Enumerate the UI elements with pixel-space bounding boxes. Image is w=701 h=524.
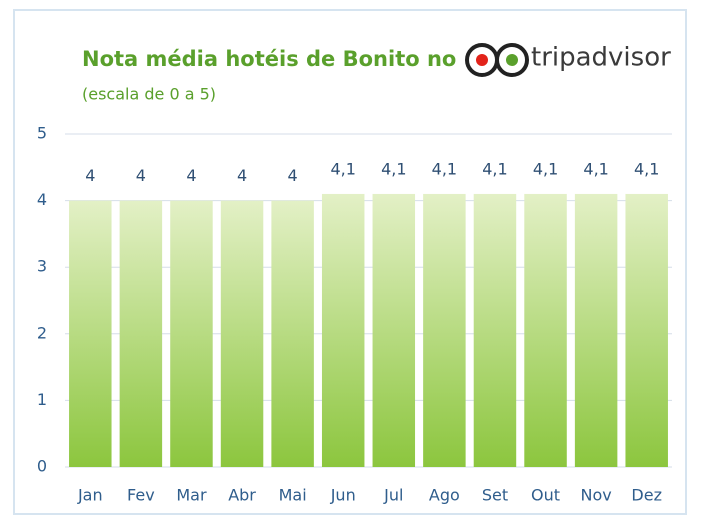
x-tick-label: Mai bbox=[279, 486, 307, 505]
x-tick-label: Jul bbox=[383, 486, 403, 505]
x-tick-label: Abr bbox=[228, 486, 256, 505]
bar bbox=[321, 193, 365, 467]
x-tick-label: Mar bbox=[176, 486, 207, 505]
value-label: 4 bbox=[85, 166, 95, 185]
value-label: 4 bbox=[136, 166, 146, 185]
chart-subtitle: (escala de 0 a 5) bbox=[82, 85, 216, 104]
bar bbox=[69, 200, 112, 467]
x-tick-label: Nov bbox=[581, 486, 612, 505]
bar bbox=[423, 193, 466, 467]
bar bbox=[220, 200, 264, 467]
value-label: 4 bbox=[288, 166, 298, 185]
value-label: 4,1 bbox=[583, 159, 608, 178]
bar bbox=[574, 193, 618, 467]
value-label: 4,1 bbox=[432, 159, 457, 178]
bar bbox=[625, 193, 668, 467]
y-tick-label: 5 bbox=[37, 124, 47, 143]
y-tick-label: 1 bbox=[37, 390, 47, 409]
value-label: 4,1 bbox=[533, 159, 558, 178]
value-label: 4 bbox=[186, 166, 196, 185]
x-tick-label: Jan bbox=[77, 486, 103, 505]
x-tick-label: Out bbox=[531, 486, 560, 505]
x-tick-label: Jun bbox=[330, 486, 356, 505]
y-tick-label: 2 bbox=[37, 323, 47, 342]
value-label: 4,1 bbox=[482, 159, 507, 178]
y-tick-label: 4 bbox=[37, 190, 47, 209]
bar bbox=[524, 193, 567, 467]
value-label: 4,1 bbox=[381, 159, 406, 178]
x-tick-label: Dez bbox=[631, 486, 662, 505]
x-tick-label: Ago bbox=[429, 486, 460, 505]
logo-text: tripadvisor bbox=[531, 43, 671, 73]
bar bbox=[119, 200, 163, 467]
x-tick-label: Set bbox=[482, 486, 508, 505]
chart-title: Nota média hotéis de Bonito no bbox=[82, 47, 456, 71]
x-tick-label: Fev bbox=[127, 486, 155, 505]
bar bbox=[372, 193, 416, 467]
frame bbox=[13, 9, 687, 515]
bar bbox=[271, 200, 314, 467]
bar bbox=[473, 193, 517, 467]
bar bbox=[170, 200, 213, 467]
y-tick-label: 0 bbox=[37, 457, 47, 476]
value-label: 4 bbox=[237, 166, 247, 185]
logo-icon bbox=[465, 43, 529, 77]
y-tick-label: 3 bbox=[37, 257, 47, 276]
value-label: 4,1 bbox=[330, 159, 355, 178]
value-label: 4,1 bbox=[634, 159, 659, 178]
